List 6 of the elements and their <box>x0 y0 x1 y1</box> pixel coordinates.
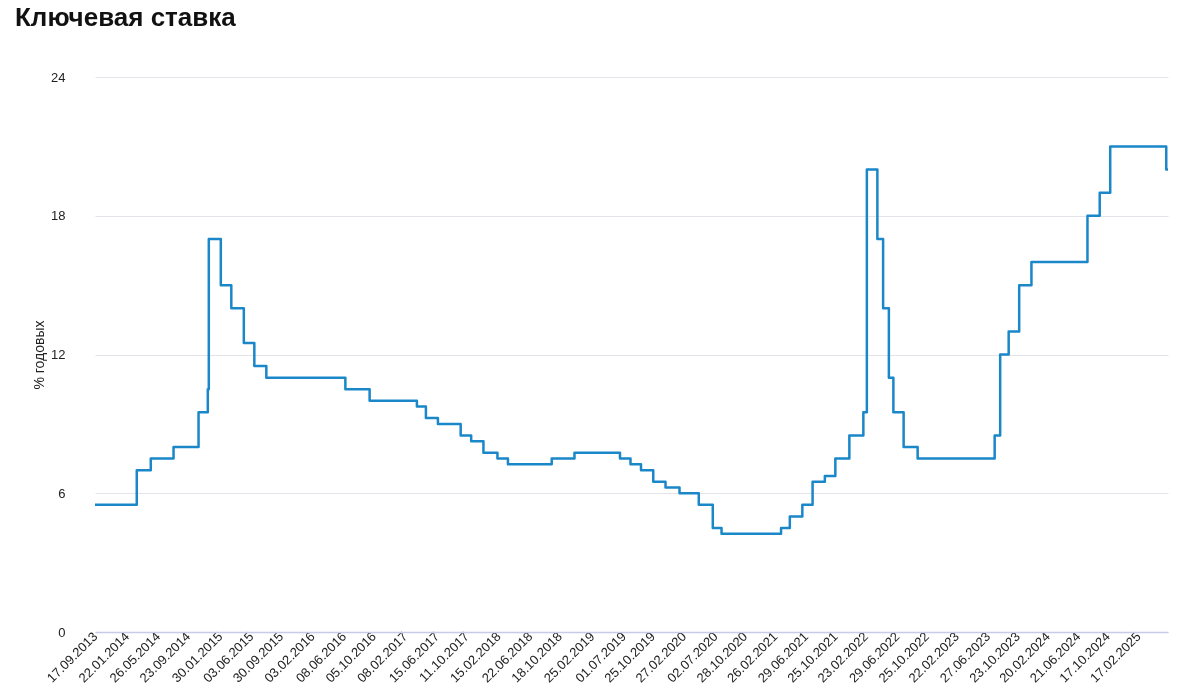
y-tick-label: 6 <box>58 485 66 501</box>
chart-title: Ключевая ставка <box>15 2 237 32</box>
y-tick-label: 18 <box>51 208 66 224</box>
y-tick-label: 12 <box>51 347 66 362</box>
y-axis-title: % годовых <box>31 320 48 390</box>
y-tick-label: 24 <box>51 69 66 85</box>
